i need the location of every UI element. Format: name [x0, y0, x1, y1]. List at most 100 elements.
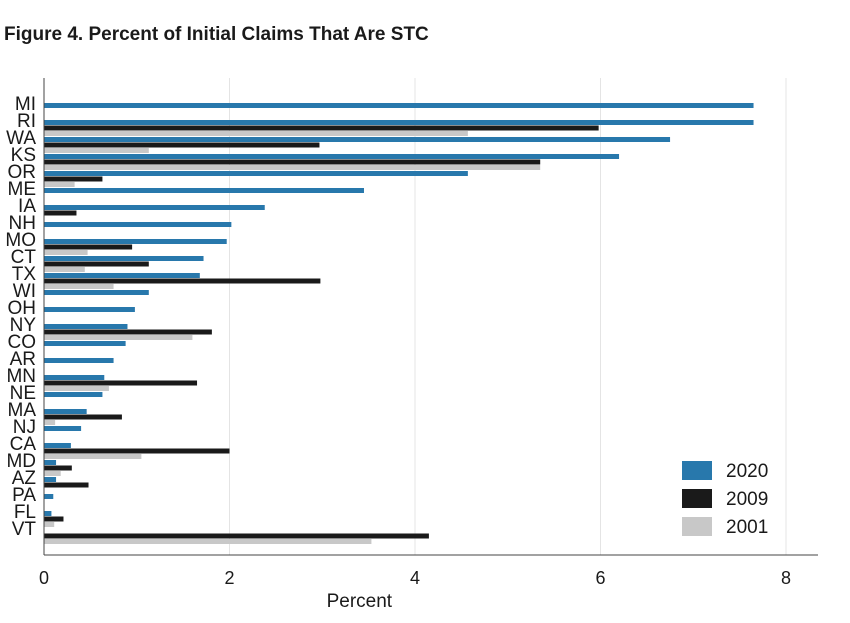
x-axis-title: Percent	[327, 591, 393, 612]
bar-2001-VT	[44, 539, 372, 544]
category-label: NY	[10, 315, 37, 336]
bar-2009-FL	[44, 516, 64, 522]
bar-2009-IA	[44, 210, 77, 216]
bar-2009-NY	[44, 329, 212, 335]
bar-2020-MD	[44, 460, 57, 465]
bar-2009-CT	[44, 261, 149, 267]
bar-2001-WA	[44, 148, 149, 153]
bar-2020-MN	[44, 375, 105, 380]
category-labels: MIRIWAKSORMEIANHMOCTTXWIOHNYCOARMNNEMANJ…	[5, 94, 36, 540]
bar-2009-TX	[44, 278, 321, 284]
bar-2020-IA	[44, 205, 265, 210]
category-label: TX	[12, 264, 37, 285]
category-label: NH	[9, 213, 36, 234]
category-label: MI	[15, 94, 36, 115]
bar-2020-MA	[44, 409, 87, 414]
category-label: PA	[12, 485, 36, 506]
bar-2020-RI	[44, 120, 754, 125]
bar-2009-VT	[44, 533, 429, 539]
bar-2009-MN	[44, 380, 198, 386]
bar-2020-CO	[44, 341, 126, 346]
bar-2009-OR	[44, 176, 103, 182]
bar-2020-NJ	[44, 426, 82, 431]
category-label: NE	[10, 383, 36, 404]
x-tick-label: 6	[595, 568, 605, 588]
category-label: CT	[11, 247, 37, 268]
bar-2009-MO	[44, 244, 133, 250]
category-label: AR	[10, 349, 36, 370]
category-label: WI	[13, 281, 36, 302]
legend-label-2001: 2001	[726, 517, 768, 538]
category-label: CO	[8, 332, 37, 353]
category-label: CA	[10, 434, 37, 455]
legend-label-2020: 2020	[726, 461, 768, 482]
figure-title: Figure 4. Percent of Initial Claims That…	[4, 24, 429, 45]
bar-2009-MD	[44, 465, 72, 471]
bar-2001-OR	[44, 182, 75, 187]
bar-2009-KS	[44, 159, 541, 165]
bar-2001-MN	[44, 386, 109, 391]
category-label: IA	[18, 196, 36, 217]
bar-2020-KS	[44, 154, 620, 159]
category-label: FL	[14, 502, 36, 523]
bar-2020-WI	[44, 290, 149, 295]
legend: 2020 2009 2001	[682, 461, 768, 538]
category-label: ME	[8, 179, 37, 200]
bar-2020-AR	[44, 358, 114, 363]
bar-2001-MD	[44, 471, 61, 476]
bar-2020-AZ	[44, 477, 57, 482]
category-label: NJ	[13, 417, 36, 438]
category-label: RI	[17, 111, 36, 132]
bar-2020-NE	[44, 392, 103, 397]
bar-2009-WA	[44, 142, 320, 148]
legend-swatch-2009	[682, 489, 712, 508]
bar-2009-AZ	[44, 482, 89, 488]
bar-2020-OR	[44, 171, 468, 176]
bar-2009-MA	[44, 414, 122, 420]
bar-2020-PA	[44, 494, 54, 499]
gridlines	[229, 78, 787, 555]
bar-2001-FL	[44, 522, 55, 527]
bar-2001-KS	[44, 165, 541, 170]
bar-2020-MI	[44, 103, 754, 108]
bar-2020-FL	[44, 511, 52, 516]
bar-2001-MA	[44, 420, 56, 425]
bar-2020-NH	[44, 222, 232, 227]
bar-2020-CT	[44, 256, 204, 261]
category-label: KS	[11, 145, 36, 166]
legend-label-2009: 2009	[726, 489, 768, 510]
bar-2020-CA	[44, 443, 71, 448]
category-label: MD	[6, 451, 36, 472]
x-tick-label: 2	[224, 568, 234, 588]
bar-2001-MO	[44, 250, 88, 255]
category-label: MA	[8, 400, 37, 421]
bar-2001-RI	[44, 131, 468, 136]
bars	[44, 103, 754, 544]
x-tick-label: 4	[410, 568, 420, 588]
bar-2020-ME	[44, 188, 364, 193]
legend-swatch-2020	[682, 461, 712, 480]
category-label: OR	[8, 162, 37, 183]
bar-2020-NY	[44, 324, 128, 329]
category-label: MO	[5, 230, 36, 251]
category-label: WA	[6, 128, 36, 149]
bar-2001-CT	[44, 267, 85, 272]
bar-2020-MO	[44, 239, 227, 244]
bar-2020-WA	[44, 137, 671, 142]
bar-2020-TX	[44, 273, 200, 278]
x-ticks: 0 2 4 6 8	[39, 568, 791, 588]
category-label: AZ	[12, 468, 37, 489]
axes	[43, 78, 818, 556]
bar-2001-NY	[44, 335, 193, 340]
bar-2009-RI	[44, 125, 599, 131]
legend-swatch-2001	[682, 517, 712, 536]
category-label: MN	[6, 366, 36, 387]
bar-2009-CA	[44, 448, 230, 454]
category-label: VT	[12, 519, 37, 540]
x-tick-label: 8	[781, 568, 791, 588]
x-tick-label: 0	[39, 568, 49, 588]
bar-2001-TX	[44, 284, 114, 289]
bar-2020-OH	[44, 307, 135, 312]
bar-2001-CA	[44, 454, 142, 459]
